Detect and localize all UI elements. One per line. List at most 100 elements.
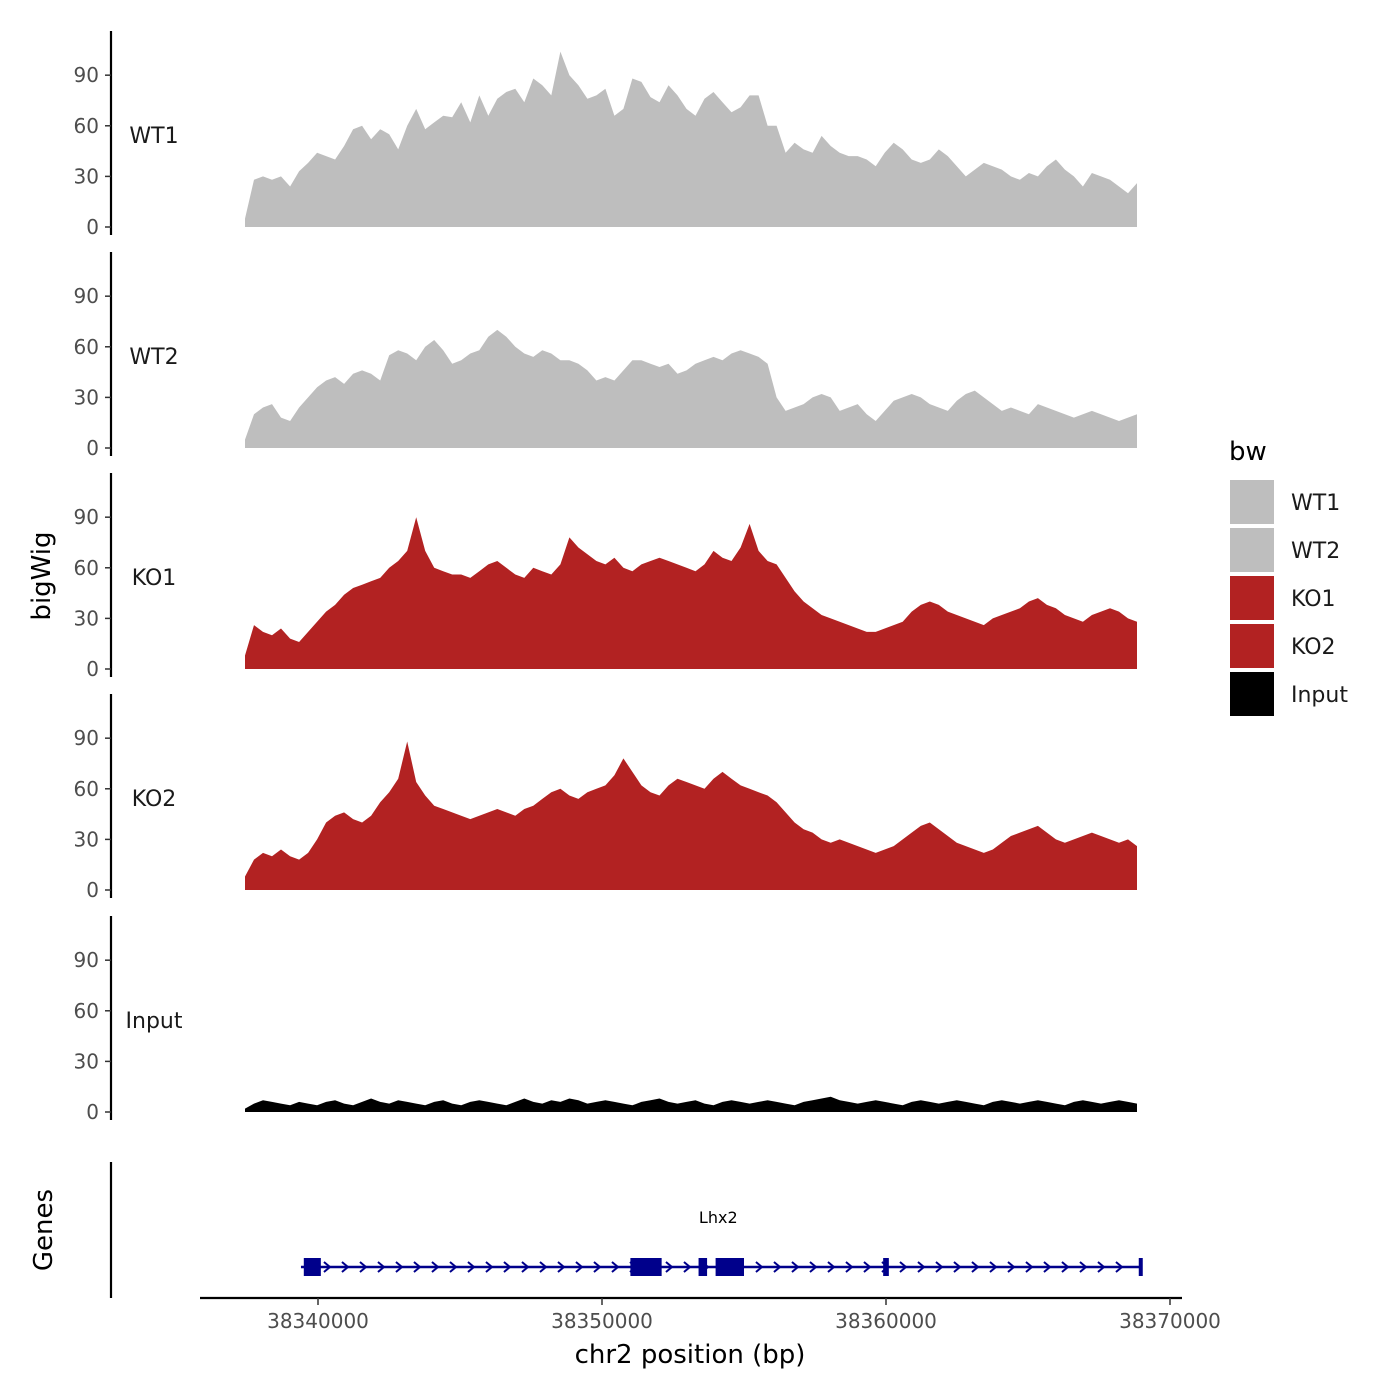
strand-arrow <box>971 1261 980 1273</box>
y-tick-label: 90 <box>74 63 99 87</box>
y-tick-label: 30 <box>74 827 99 851</box>
strand-arrow <box>899 1261 908 1273</box>
y-tick-label: 60 <box>74 999 99 1023</box>
track-wt1: 0 30 60 90 WT1 <box>74 31 1137 239</box>
strand-arrow <box>917 1261 926 1273</box>
strand-arrow <box>827 1261 836 1273</box>
strand-arrow <box>395 1261 404 1273</box>
track-ko2: 0 30 60 90 KO2 <box>74 694 1137 902</box>
x-tick-label: 38360000 <box>835 1309 937 1333</box>
strand-arrow <box>665 1261 674 1273</box>
track-area <box>245 517 1137 669</box>
strand-arrow <box>377 1261 386 1273</box>
strand-arrow <box>593 1261 602 1273</box>
strand-arrow <box>989 1261 998 1273</box>
y-tick-label: 90 <box>74 505 99 529</box>
y-tick-label: 90 <box>74 284 99 308</box>
y-tick-label: 0 <box>86 436 99 460</box>
y-tick-label: 60 <box>74 777 99 801</box>
x-tick-label: 38340000 <box>267 1309 369 1333</box>
gene-track: Genes Lhx2 <box>29 1162 1143 1298</box>
strand-arrow <box>1043 1261 1052 1273</box>
strand-arrow <box>773 1261 782 1273</box>
strand-arrow <box>1061 1261 1070 1273</box>
legend-label: KO1 <box>1291 587 1336 612</box>
strand-arrow <box>935 1261 944 1273</box>
strand-arrow <box>503 1261 512 1273</box>
gene-exon <box>883 1258 889 1276</box>
gene-exon <box>698 1258 708 1276</box>
gene-exon <box>1138 1258 1143 1276</box>
track-area <box>245 329 1137 448</box>
strand-arrow <box>809 1261 818 1273</box>
strand-arrow <box>431 1261 440 1273</box>
strand-arrow <box>341 1261 350 1273</box>
strand-arrow <box>323 1261 332 1273</box>
legend-key-ko1 <box>1230 576 1274 620</box>
track-label: WT1 <box>129 124 178 149</box>
gene-name-label: Lhx2 <box>699 1208 738 1227</box>
y-tick-label: 30 <box>74 1049 99 1073</box>
legend-label: KO2 <box>1291 635 1336 660</box>
strand-arrow <box>1115 1261 1124 1273</box>
strand-arrow <box>1079 1261 1088 1273</box>
strand-arrow <box>611 1261 620 1273</box>
x-tick-label: 38370000 <box>1119 1309 1221 1333</box>
track-area <box>245 1096 1137 1112</box>
y-tick-label: 60 <box>74 114 99 138</box>
strand-arrow <box>539 1261 548 1273</box>
strand-arrow <box>467 1261 476 1273</box>
strand-arrow <box>521 1261 530 1273</box>
legend: bw WT1 WT2 KO1 KO2 Input <box>1229 437 1348 716</box>
track-input: 0 30 60 90 Input <box>74 916 1137 1124</box>
legend-key-ko2 <box>1230 624 1274 668</box>
legend-label: WT2 <box>1291 539 1340 564</box>
x-axis: chr2 position (bp) 38340000 38350000 38360… <box>200 1296 1221 1370</box>
track-wt2: 0 30 60 90 WT2 <box>74 252 1137 460</box>
x-tick-label: 38350000 <box>551 1309 653 1333</box>
strand-arrow <box>413 1261 422 1273</box>
track-label: Input <box>126 1009 183 1034</box>
y-axis-title: bigWig <box>27 531 57 620</box>
track-ko1: 0 30 60 90 KO1 <box>74 473 1137 681</box>
y-tick-label: 60 <box>74 556 99 580</box>
x-axis-title: chr2 position (bp) <box>575 1340 806 1370</box>
strand-arrow <box>1097 1261 1106 1273</box>
strand-arrow <box>791 1261 800 1273</box>
gene-lhx2: Lhx2 <box>300 1208 1143 1276</box>
track-label: KO1 <box>132 566 177 591</box>
track-label: WT2 <box>129 345 178 370</box>
legend-label: WT1 <box>1291 491 1340 516</box>
y-tick-label: 0 <box>86 215 99 239</box>
y-tick-label: 90 <box>74 726 99 750</box>
y-tick-label: 60 <box>74 335 99 359</box>
gene-track-label: Genes <box>29 1189 59 1271</box>
legend-key-wt2 <box>1230 528 1274 572</box>
strand-arrow <box>845 1261 854 1273</box>
legend-title: bw <box>1229 437 1267 467</box>
track-area <box>245 741 1137 890</box>
legend-key-input <box>1230 672 1274 716</box>
strand-arrow <box>755 1261 764 1273</box>
y-tick-label: 30 <box>74 164 99 188</box>
y-tick-label: 0 <box>86 878 99 902</box>
strand-arrow <box>1007 1261 1016 1273</box>
legend-key-wt1 <box>1230 480 1274 524</box>
strand-arrow <box>449 1261 458 1273</box>
track-area <box>245 51 1137 227</box>
strand-arrow <box>1025 1261 1034 1273</box>
track-label: KO2 <box>132 787 177 812</box>
y-tick-label: 30 <box>74 385 99 409</box>
strand-arrow <box>683 1261 692 1273</box>
coverage-tracks: 0 30 60 90 WT1 0 30 60 90 WT2 0 30 60 90 KO1 0 30 60 90 KO2… <box>74 31 1137 1124</box>
y-tick-label: 0 <box>86 1100 99 1124</box>
gene-exon <box>630 1258 662 1276</box>
y-tick-label: 0 <box>86 657 99 681</box>
strand-arrow <box>359 1261 368 1273</box>
strand-arrow <box>485 1261 494 1273</box>
gene-exon <box>303 1258 321 1276</box>
y-tick-label: 90 <box>74 948 99 972</box>
legend-label: Input <box>1291 683 1348 708</box>
strand-arrow <box>575 1261 584 1273</box>
